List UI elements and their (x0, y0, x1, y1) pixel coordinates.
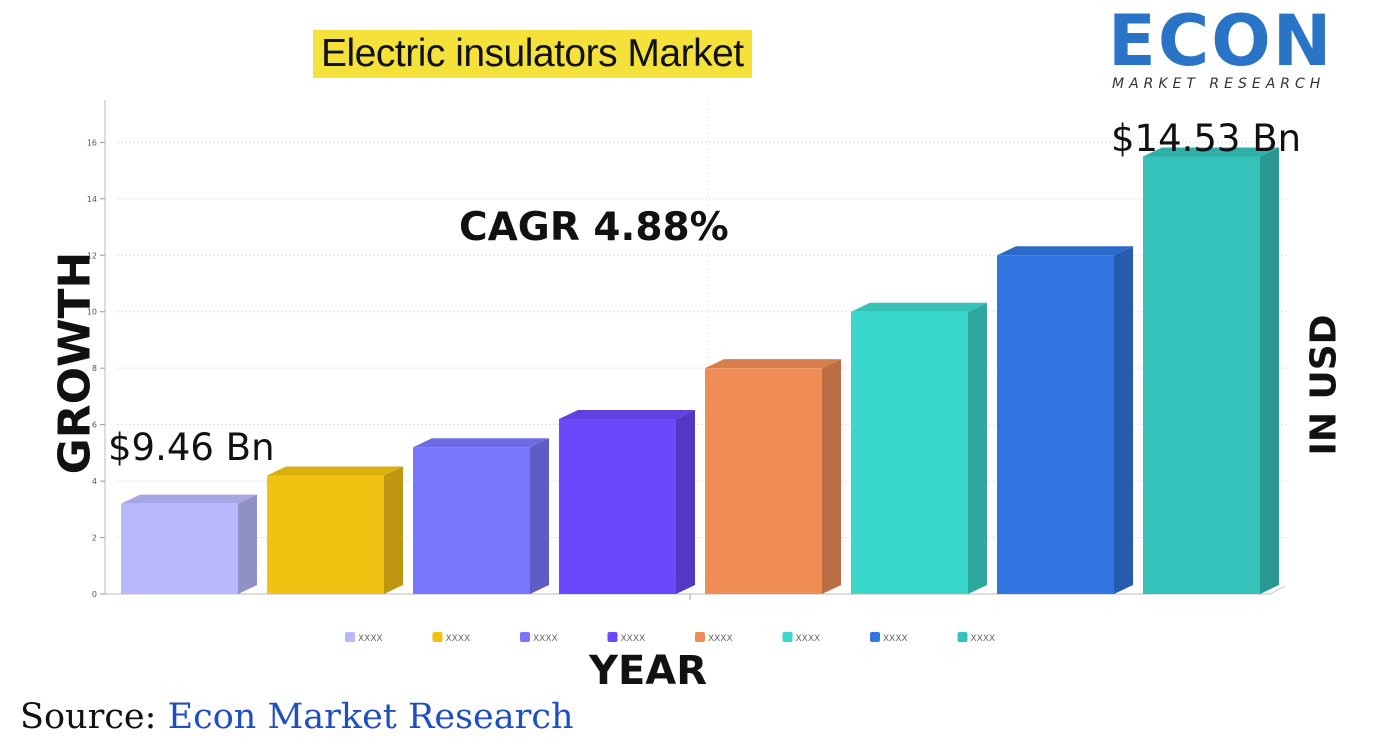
bar (413, 447, 530, 594)
bar-side (1260, 147, 1279, 594)
source-line: Source: Econ Market Research (20, 697, 573, 737)
bar-top (997, 246, 1133, 256)
bar (1143, 156, 1260, 594)
legend-swatch (520, 632, 530, 642)
y-tick-label: 12 (87, 251, 97, 260)
bar-top (121, 494, 257, 504)
bar-top (1143, 147, 1279, 157)
legend-label: XXXX (971, 634, 996, 644)
y-tick-label: 2 (92, 534, 97, 543)
bar-side (238, 494, 257, 594)
source-name: Econ Market Research (167, 697, 574, 737)
bar (121, 503, 238, 594)
legend-label: XXXX (533, 634, 558, 644)
chart-title-highlight: Electric insulators Market (313, 30, 752, 78)
bar-side (384, 466, 403, 594)
y-tick-label: 4 (92, 477, 97, 486)
bar-top (705, 359, 841, 369)
legend-label: XXXX (446, 634, 471, 644)
y-axis-label: GROWTH (49, 251, 101, 475)
legend-label: XXXX (883, 634, 908, 644)
legend-swatch (782, 632, 793, 642)
legend-swatch (345, 632, 355, 642)
logo-tagline: MARKET RESEARCH (1112, 76, 1326, 92)
x-axis-label: YEAR (588, 648, 708, 694)
legend-swatch (607, 632, 618, 642)
start-value-annotation: $9.46 Bn (108, 426, 275, 469)
bar-top (851, 302, 987, 312)
legend-swatch (432, 632, 443, 642)
legend-label: XXXX (708, 634, 733, 644)
end-value-annotation: $14.53 Bn (1111, 117, 1302, 160)
logo-text: ECON (1108, 0, 1334, 82)
legend-label: XXXX (796, 634, 821, 644)
legend-swatch (870, 632, 880, 642)
legend-label: XXXX (621, 634, 646, 644)
econ-logo: ECON MARKET RESEARCH (1108, 2, 1363, 94)
x-axis-depth-line (1269, 585, 1286, 595)
legend-swatch (957, 632, 968, 642)
bar-side (1114, 246, 1133, 594)
y-tick-label: 16 (87, 138, 97, 147)
legend-label: XXXX (358, 634, 383, 644)
bar-top (267, 466, 403, 476)
bar (559, 418, 676, 594)
y-tick-label: 8 (92, 364, 97, 373)
cagr-annotation: CAGR 4.88% (459, 205, 729, 250)
bar (997, 255, 1114, 594)
bar-top (559, 409, 695, 419)
chart-title: Electric insulators Market (321, 32, 744, 75)
bar (851, 311, 968, 594)
y-tick-label: 14 (87, 195, 97, 204)
legend-swatch (695, 632, 705, 642)
bar-side (530, 438, 549, 594)
bar (705, 368, 822, 594)
y-tick-label: 6 (92, 421, 97, 430)
bar-side (676, 409, 695, 594)
bar-top (413, 438, 549, 448)
source-prefix: Source: (20, 697, 168, 737)
bar-side (968, 302, 987, 594)
y-tick-label: 10 (87, 308, 97, 317)
bar (267, 475, 384, 594)
bar-side (822, 359, 841, 594)
y-axis-unit-label: IN USD (1303, 314, 1345, 456)
y-tick-label: 0 (92, 590, 97, 599)
